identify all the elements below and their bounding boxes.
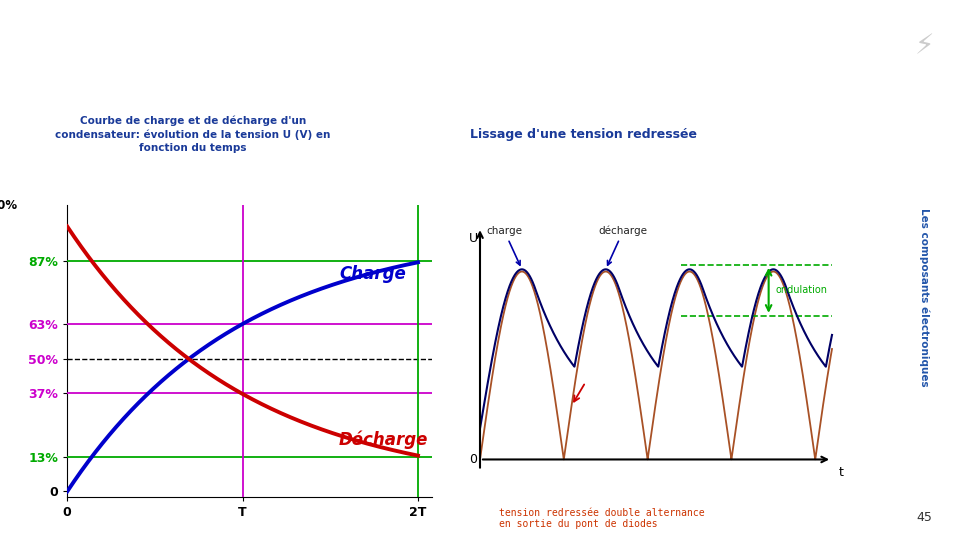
Text: ⚡: ⚡ bbox=[914, 32, 934, 60]
Text: U: U bbox=[469, 232, 478, 245]
Text: charge: charge bbox=[487, 226, 522, 265]
Text: 0: 0 bbox=[469, 453, 477, 466]
Text: Le condensateur: Le condensateur bbox=[16, 33, 381, 71]
Text: Les composants électroniques: Les composants électroniques bbox=[919, 208, 929, 386]
Text: 100%: 100% bbox=[0, 199, 18, 212]
Text: tension redressée double alternance
en sortie du pont de diodes: tension redressée double alternance en s… bbox=[499, 508, 705, 529]
Text: décharge: décharge bbox=[599, 225, 648, 265]
Text: Charge: Charge bbox=[339, 266, 406, 284]
Text: Lissage d'une tension redressée: Lissage d'une tension redressée bbox=[470, 128, 697, 141]
Text: Décharge: Décharge bbox=[339, 430, 428, 449]
Text: t: t bbox=[839, 466, 844, 479]
Text: ondulation: ondulation bbox=[776, 285, 828, 295]
Circle shape bbox=[897, 0, 951, 251]
Text: 45: 45 bbox=[916, 511, 932, 524]
Text: Courbe de charge et de décharge d'un
condensateur: évolution de la tension U (V): Courbe de charge et de décharge d'un con… bbox=[56, 116, 330, 153]
